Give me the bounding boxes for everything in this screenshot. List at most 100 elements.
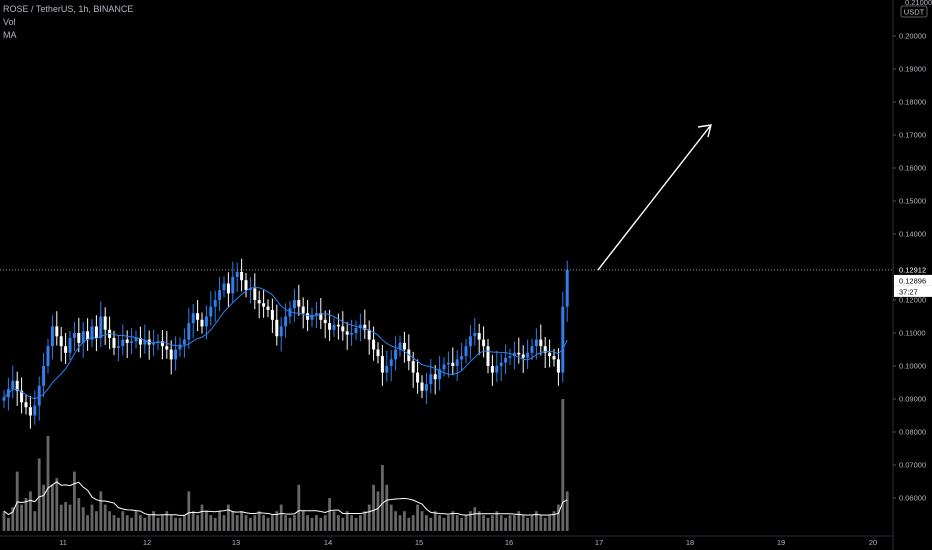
- candle-body: [314, 313, 318, 315]
- chart-grid: [0, 0, 894, 550]
- candle-body: [200, 319, 204, 327]
- volume-bar: [134, 511, 138, 531]
- candle-body: [420, 382, 424, 391]
- volume-bar: [486, 517, 490, 531]
- volume-bar: [51, 484, 54, 531]
- time-tick-label: 16: [505, 538, 513, 547]
- volume-bar: [429, 517, 433, 531]
- volume-bar: [297, 484, 301, 531]
- candle-body: [81, 331, 85, 343]
- candle-body: [310, 314, 314, 320]
- candle-body: [213, 300, 217, 307]
- volume-bar: [535, 511, 538, 531]
- candle-body: [160, 341, 164, 347]
- candle-body: [90, 326, 94, 340]
- countdown-tag-bg: [894, 285, 932, 297]
- volume-bar: [288, 517, 292, 531]
- volume-bars: [2, 399, 569, 531]
- candle-body: [354, 328, 358, 333]
- volume-bar: [464, 515, 468, 531]
- countdown-tag: 37:27: [899, 287, 918, 296]
- volume-bar: [59, 504, 63, 531]
- volume-bar: [394, 511, 397, 531]
- moving-average-path: [3, 286, 568, 400]
- last-price-tag-bg: [894, 263, 932, 275]
- candles: [2, 258, 569, 429]
- last-price-tag: 0.12912: [899, 265, 926, 274]
- volume-bar: [130, 517, 133, 531]
- volume-bar: [161, 515, 164, 531]
- volume-bar: [99, 491, 103, 531]
- volume-bar: [381, 465, 384, 531]
- candle-body: [380, 356, 384, 373]
- candle-body: [350, 333, 354, 335]
- candle-body: [112, 337, 116, 348]
- volume-bar: [543, 517, 547, 531]
- candle-body: [486, 346, 490, 366]
- candle-body: [209, 306, 213, 317]
- volume-bar: [178, 517, 182, 531]
- candle-body: [530, 346, 534, 353]
- candle-body: [424, 384, 428, 391]
- candle-body: [196, 313, 200, 320]
- candle-body: [68, 337, 72, 353]
- candle-body: [539, 339, 543, 347]
- candle-body: [288, 308, 292, 317]
- candle-body: [125, 339, 129, 343]
- candle-body: [552, 356, 556, 360]
- volume-bar: [165, 511, 169, 531]
- candle-body: [94, 326, 98, 338]
- candle-body: [363, 324, 367, 330]
- candle-body: [521, 354, 525, 358]
- volume-bar: [81, 507, 85, 531]
- candle-body: [143, 339, 147, 345]
- time-tick-label: 14: [324, 538, 332, 547]
- volume-bar: [196, 515, 199, 531]
- time-tick-label: 15: [415, 538, 423, 547]
- candle-body: [235, 271, 239, 277]
- price-tick-label: 0.12000: [899, 296, 926, 305]
- moving-average-label: MA: [3, 30, 17, 40]
- volume-bar: [103, 504, 107, 531]
- time-axis[interactable]: 11 12 13 14 15 16 17 18 19 20: [59, 538, 877, 547]
- volume-bar: [86, 515, 89, 531]
- volume-bar: [495, 511, 499, 531]
- volume-bar: [183, 515, 186, 531]
- candle-body: [411, 361, 415, 373]
- volume-bar: [310, 517, 314, 531]
- volume-bar: [152, 511, 155, 531]
- price-axis[interactable]: 0.20000 0.19000 0.18000 0.17000 0.16000 0.150…: [893, 32, 932, 503]
- candle-body: [226, 283, 230, 294]
- candle-body: [455, 359, 459, 366]
- candle-body: [526, 352, 530, 358]
- candle-body: [328, 323, 332, 330]
- volume-bar: [11, 507, 15, 531]
- volume-bar: [187, 491, 191, 531]
- volume-bar: [539, 515, 543, 531]
- volume-bar: [407, 517, 411, 531]
- volume-bar: [235, 515, 239, 531]
- volume-bar: [499, 515, 503, 531]
- candle-body: [42, 366, 46, 386]
- candle-body: [121, 339, 125, 347]
- prev-price-tag: 0.12896: [899, 276, 926, 285]
- volume-bar: [557, 504, 560, 531]
- candle-body: [72, 333, 76, 338]
- candle-body: [248, 288, 252, 291]
- volume-bar: [482, 515, 485, 531]
- candle-body: [402, 342, 406, 350]
- price-tick-label: 0.18000: [899, 98, 926, 107]
- volume-bar: [367, 504, 371, 531]
- volume-bar: [90, 504, 94, 531]
- price-tick-label: 0.11000: [899, 329, 926, 338]
- volume-bar: [174, 517, 177, 531]
- volume-bar: [548, 515, 551, 531]
- volume-bar: [328, 498, 331, 531]
- volume-bar: [530, 515, 534, 531]
- volume-bar: [218, 511, 221, 531]
- candle-body: [99, 316, 103, 338]
- candle-body: [477, 333, 481, 340]
- candle-body: [460, 356, 464, 360]
